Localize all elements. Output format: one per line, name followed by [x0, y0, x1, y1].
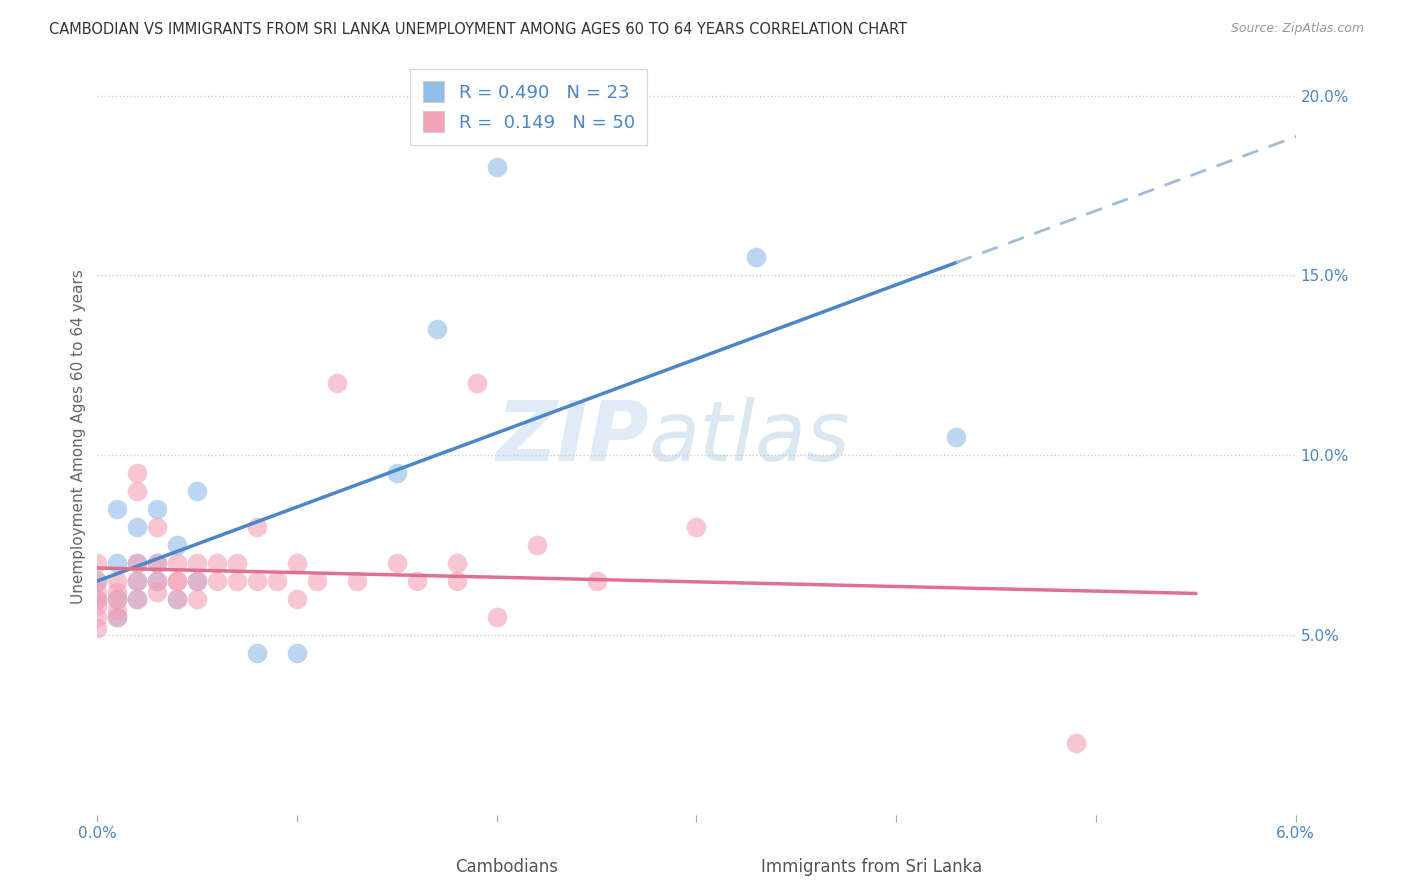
Point	[485, 609, 508, 624]
Point	[186, 556, 208, 570]
Point	[205, 574, 228, 588]
Point	[146, 556, 169, 570]
Point	[105, 591, 128, 606]
Point	[166, 574, 188, 588]
Point	[86, 621, 108, 635]
Point	[127, 556, 149, 570]
Point	[105, 574, 128, 588]
Text: Source: ZipAtlas.com: Source: ZipAtlas.com	[1230, 22, 1364, 36]
Point	[205, 556, 228, 570]
Text: ZIP: ZIP	[496, 397, 648, 477]
Point	[1064, 736, 1087, 750]
Point	[86, 584, 108, 599]
Y-axis label: Unemployment Among Ages 60 to 64 years: Unemployment Among Ages 60 to 64 years	[72, 269, 86, 605]
Text: Cambodians: Cambodians	[454, 858, 558, 876]
Point	[326, 376, 349, 391]
Point	[166, 591, 188, 606]
Point	[127, 556, 149, 570]
Point	[585, 574, 607, 588]
Point	[127, 466, 149, 480]
Point	[385, 556, 408, 570]
Point	[146, 502, 169, 516]
Point	[305, 574, 328, 588]
Point	[226, 574, 249, 588]
Point	[945, 430, 967, 444]
Point	[86, 599, 108, 613]
Point	[127, 483, 149, 498]
Point	[86, 556, 108, 570]
Point	[485, 161, 508, 175]
Point	[166, 591, 188, 606]
Point	[105, 602, 128, 616]
Point	[146, 574, 169, 588]
Point	[246, 574, 269, 588]
Point	[186, 574, 208, 588]
Point	[526, 538, 548, 552]
Point	[246, 520, 269, 534]
Text: atlas: atlas	[648, 397, 851, 477]
Point	[186, 574, 208, 588]
Text: Immigrants from Sri Lanka: Immigrants from Sri Lanka	[761, 858, 983, 876]
Point	[86, 591, 108, 606]
Point	[105, 609, 128, 624]
Point	[226, 556, 249, 570]
Point	[105, 556, 128, 570]
Point	[246, 646, 269, 660]
Point	[146, 584, 169, 599]
Legend: R = 0.490   N = 23, R =  0.149   N = 50: R = 0.490 N = 23, R = 0.149 N = 50	[411, 69, 648, 145]
Point	[346, 574, 368, 588]
Point	[446, 574, 468, 588]
Point	[285, 646, 308, 660]
Point	[105, 502, 128, 516]
Point	[446, 556, 468, 570]
Point	[465, 376, 488, 391]
Point	[745, 250, 768, 264]
Point	[146, 520, 169, 534]
Point	[86, 574, 108, 588]
Point	[127, 520, 149, 534]
Point	[146, 556, 169, 570]
Point	[127, 574, 149, 588]
Point	[105, 584, 128, 599]
Point	[86, 609, 108, 624]
Point	[105, 609, 128, 624]
Point	[426, 322, 449, 336]
Point	[127, 574, 149, 588]
Point	[127, 591, 149, 606]
Point	[385, 466, 408, 480]
Point	[105, 591, 128, 606]
Point	[86, 574, 108, 588]
Point	[166, 538, 188, 552]
Text: CAMBODIAN VS IMMIGRANTS FROM SRI LANKA UNEMPLOYMENT AMONG AGES 60 TO 64 YEARS CO: CAMBODIAN VS IMMIGRANTS FROM SRI LANKA U…	[49, 22, 907, 37]
Point	[285, 591, 308, 606]
Point	[186, 591, 208, 606]
Point	[166, 556, 188, 570]
Point	[127, 591, 149, 606]
Point	[86, 591, 108, 606]
Point	[406, 574, 429, 588]
Point	[685, 520, 707, 534]
Point	[186, 483, 208, 498]
Point	[166, 574, 188, 588]
Point	[146, 574, 169, 588]
Point	[285, 556, 308, 570]
Point	[266, 574, 288, 588]
